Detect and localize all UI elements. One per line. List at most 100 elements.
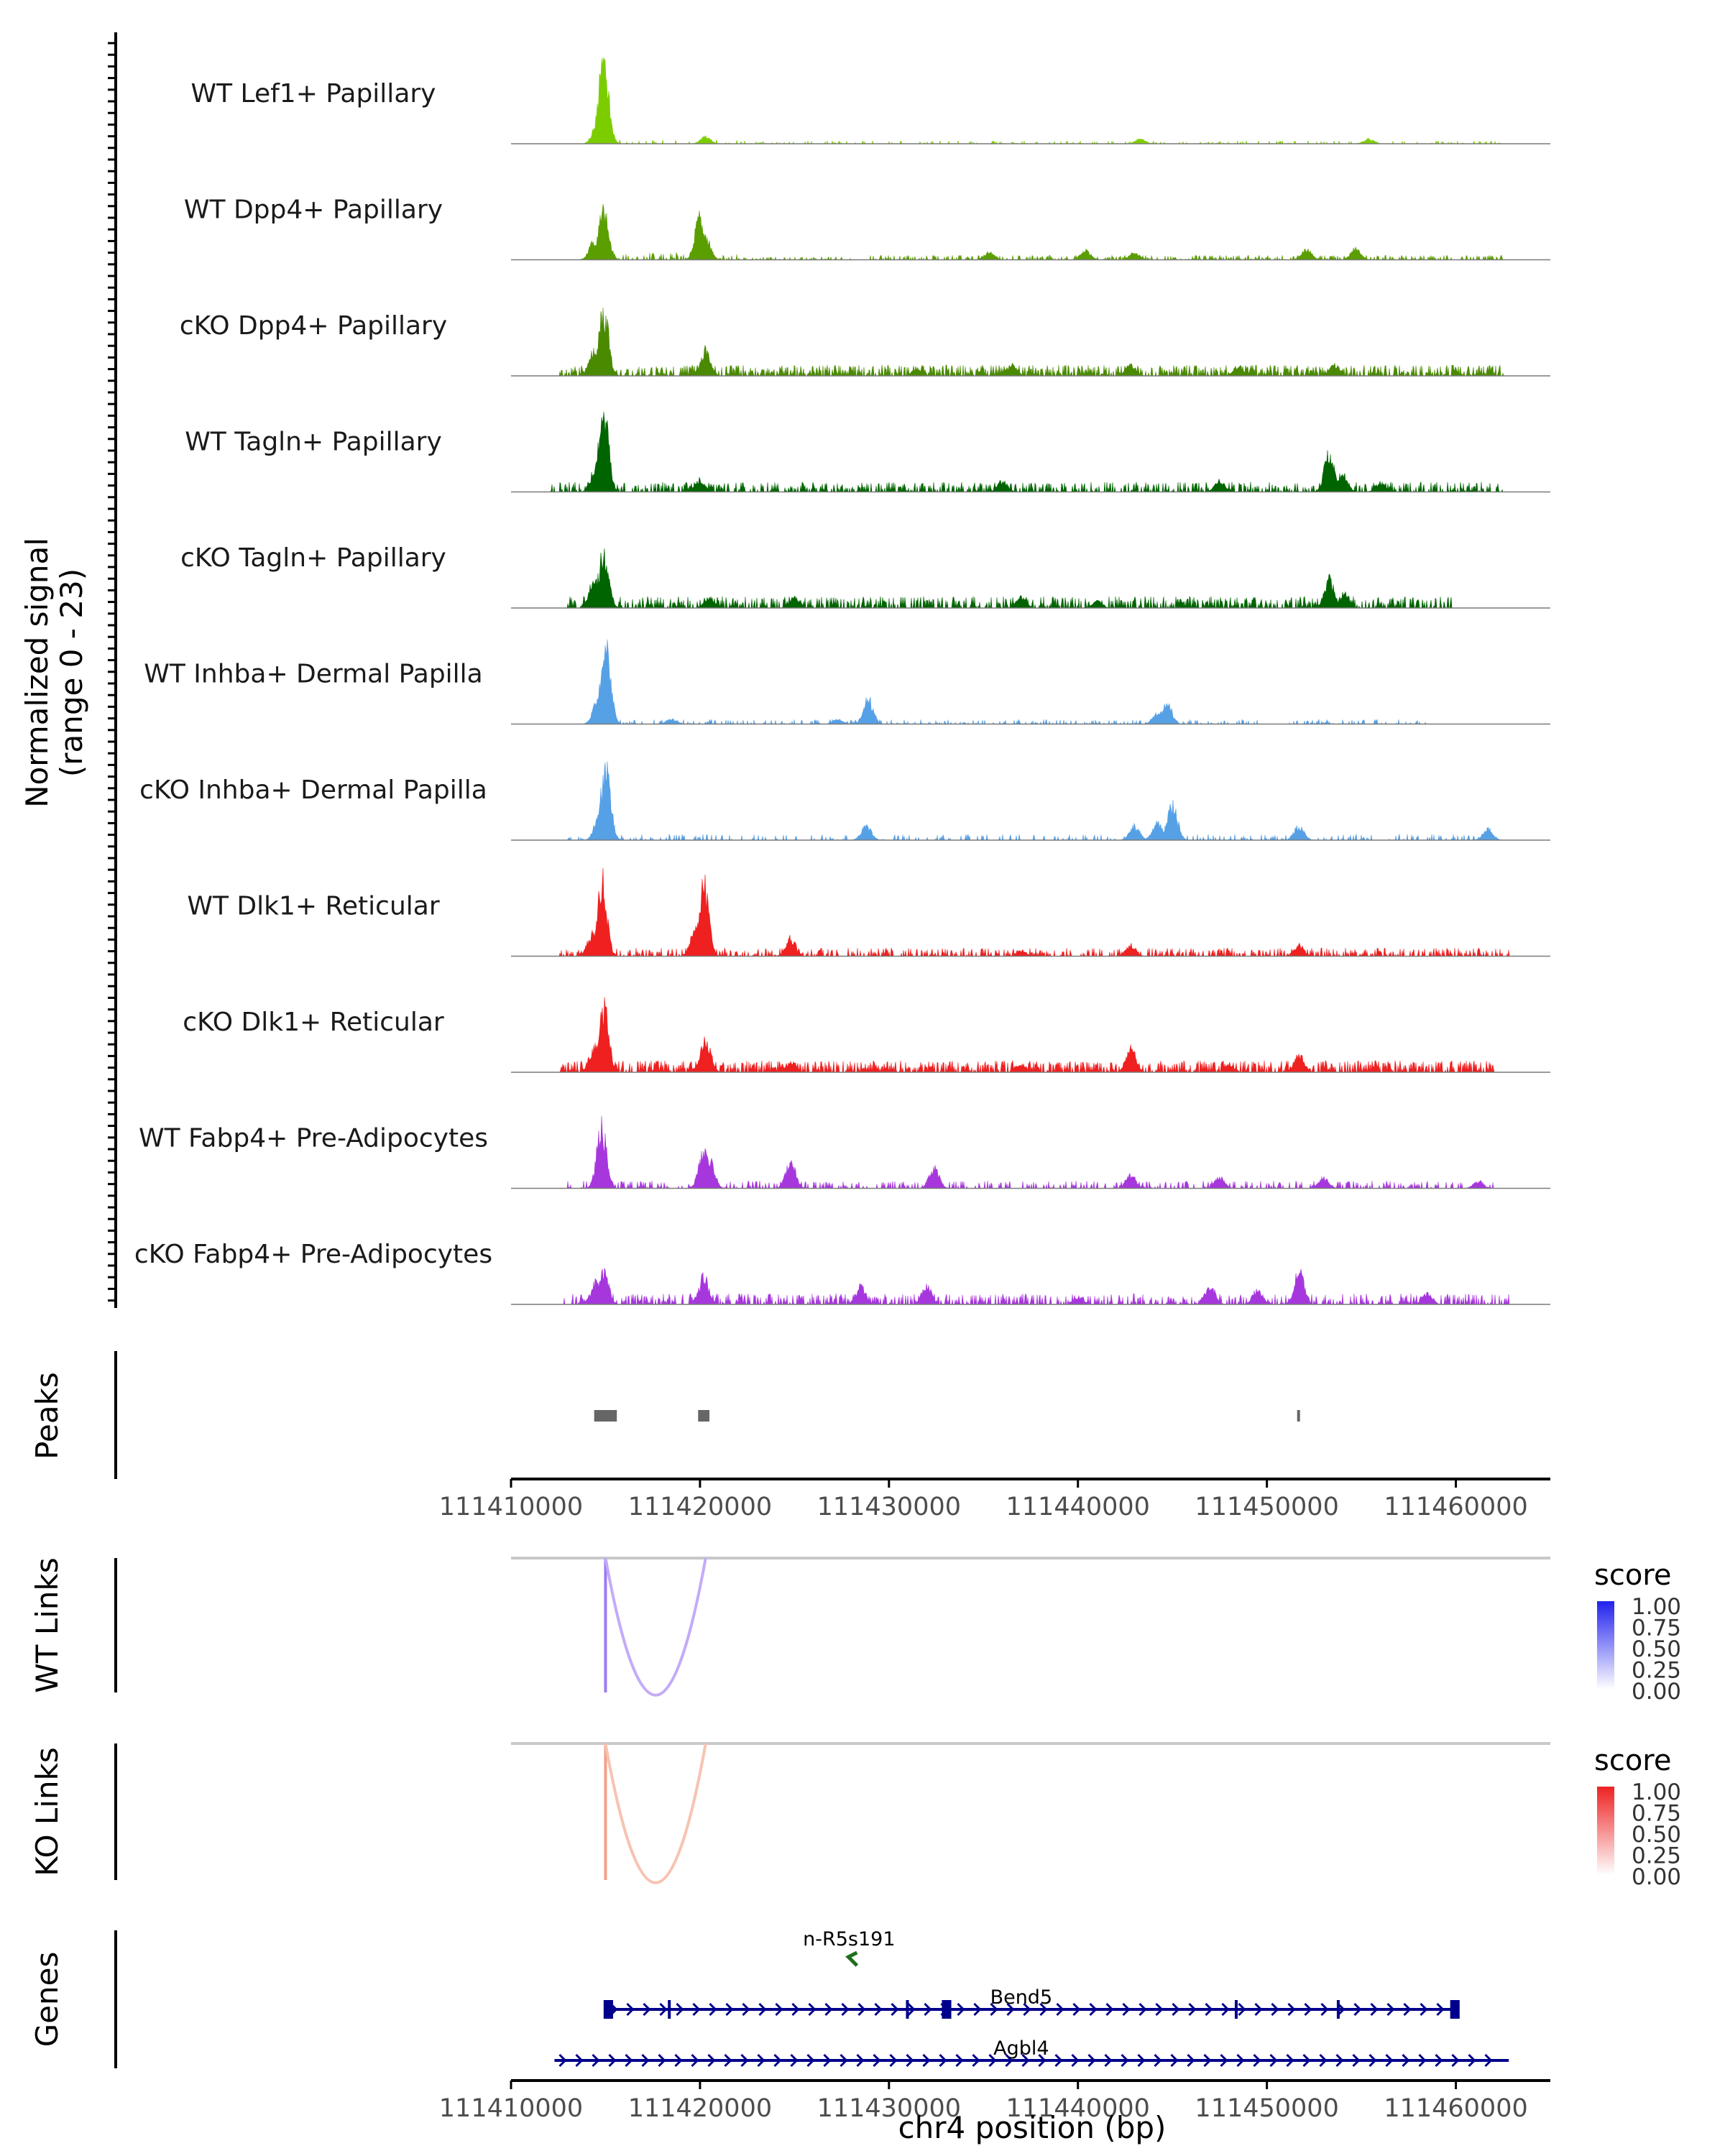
x-tick-label: 111430000 [817,1493,961,1521]
strand-arrow [676,2002,684,2017]
strand-arrow [1137,2053,1146,2068]
legend-title: score [1594,1559,1671,1592]
signal-axis-label: Normalized signal [19,538,55,808]
strand-arrow [840,2053,848,2068]
track: WT Inhba+ Dermal Papilla [144,639,1550,725]
track-label: cKO Fabp4+ Pre-Adipocytes [134,1240,492,1269]
track: WT Dpp4+ Papillary [184,195,1550,261]
strand-arrow [1271,2002,1279,2017]
strand-arrow [1038,2053,1046,2068]
track-label: WT Tagln+ Papillary [185,428,442,457]
peaks-label: Peaks [29,1372,65,1460]
x-tick-label: 111460000 [1384,1493,1527,1521]
strand-arrow [939,2053,947,2068]
strand-arrow [1172,2002,1180,2017]
strand-arrow [758,2002,767,2017]
strand-arrow [1071,2053,1080,2068]
strand-arrow [1021,2053,1030,2068]
strand-arrow [1253,2053,1261,2068]
x-tick-label: 111420000 [628,2094,772,2123]
strand-arrow [1386,2002,1395,2017]
peaks-track: Peaks [29,1351,1300,1479]
strand-arrow [873,2053,881,2068]
strand-arrow [658,2053,666,2068]
x-tick-label: 111450000 [1195,1493,1338,1521]
x-axis-top: 111410000 111420000 111430000 111440000 1114… [439,1478,1550,1521]
exon [1450,2000,1460,2019]
strand-arrow [1221,2002,1230,2017]
track: cKO Dpp4+ Papillary [180,308,1550,377]
coverage-area [511,1268,1550,1306]
strand-arrow [575,2053,584,2068]
strand-arrow [990,2002,998,2017]
exon [668,2000,671,2019]
exon [1234,2000,1238,2019]
strand-arrow [791,2002,800,2017]
strand-arrow [1220,2053,1228,2068]
track: WT Lef1+ Papillary [191,57,1550,145]
track: cKO Inhba+ Dermal Papilla [139,761,1550,842]
strand-arrow [1320,2002,1329,2017]
strand-arrow [1451,2053,1460,2068]
strand-arrow [1403,2002,1412,2017]
legend-tick-label: 1.00 [1632,1594,1681,1620]
strand-arrow [823,2053,832,2068]
gene-arrow [845,1950,859,1967]
legend-tick-label: 0.25 [1632,1843,1681,1869]
x-tick-label: 111440000 [1006,1493,1150,1521]
strand-arrow [674,2053,683,2068]
strand-arrow [1155,2002,1164,2017]
x-tick-label: 111450000 [1195,2094,1338,2123]
strand-arrow [1236,2053,1245,2068]
strand-arrow [957,2002,965,2017]
strand-arrow [709,2002,717,2017]
peak-interval [698,1410,710,1422]
strand-arrow [1286,2053,1294,2068]
track: WT Fabp4+ Pre-Adipocytes [139,1115,1550,1189]
gene-name: Bend5 [990,1986,1053,2009]
track-label: cKO Dpp4+ Papillary [180,311,447,341]
strand-arrow [1484,2053,1493,2068]
strand-arrow [1368,2053,1377,2068]
coverage-area [511,308,1550,377]
peak-interval [1297,1410,1300,1422]
coverage-area [511,867,1550,957]
strand-arrow [1121,2053,1129,2068]
strand-arrow [907,2002,916,2017]
gene-name: Agbl4 [993,2037,1049,2060]
genes-label: Genes [29,1952,65,2047]
strand-arrow [1254,2002,1263,2017]
strand-arrow [643,2002,651,2017]
strand-arrow [1203,2053,1212,2068]
strand-arrow [972,2053,980,2068]
strand-arrow [906,2053,914,2068]
track-label: WT Fabp4+ Pre-Adipocytes [139,1124,488,1153]
strand-arrow [1435,2053,1443,2068]
strand-arrow [973,2002,982,2017]
exon [906,2000,909,2019]
coverage-area [511,639,1550,725]
strand-arrow [775,2002,783,2017]
strand-arrow [1054,2053,1063,2068]
coverage-area [511,548,1550,609]
coverage-area [511,761,1550,842]
coverage-area [511,412,1550,493]
strand-arrow [808,2002,816,2017]
track: WT Dlk1+ Reticular [187,867,1550,957]
strand-arrow [608,2053,617,2068]
x-tick-label: 111410000 [439,1493,583,1521]
strand-arrow [1420,2002,1428,2017]
track-label: WT Inhba+ Dermal Papilla [144,660,482,689]
strand-arrow [1468,2053,1476,2068]
track: cKO Fabp4+ Pre-Adipocytes [134,1240,1550,1306]
x-axis-bottom: 111410000 111420000 111430000 111440000 1114… [439,2079,1550,2123]
strand-arrow [757,2053,765,2068]
strand-arrow [626,2002,635,2017]
track-label: cKO Inhba+ Dermal Papilla [139,775,487,805]
strand-arrow [1418,2053,1427,2068]
strand-arrow [740,2053,749,2068]
strand-arrow [1402,2053,1410,2068]
